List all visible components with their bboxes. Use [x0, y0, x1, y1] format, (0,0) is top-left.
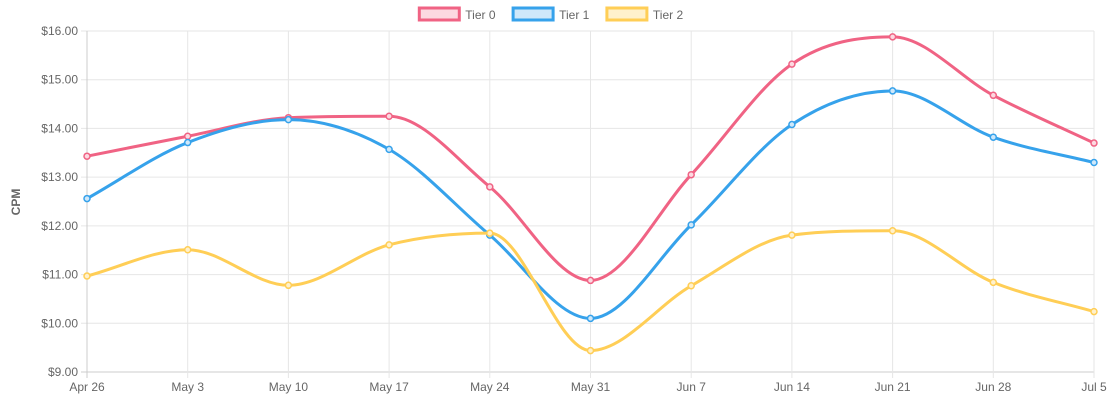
legend-swatch-tier-0: [417, 6, 461, 22]
data-point-tier-1[interactable]: [385, 145, 393, 154]
x-tick-label: May 3: [171, 380, 204, 394]
data-point-tier-1[interactable]: [83, 194, 91, 203]
legend-item-tier-1[interactable]: Tier 1: [511, 6, 590, 22]
data-point-tier-1[interactable]: [1090, 158, 1098, 167]
x-tick-label: Apr 26: [69, 380, 105, 394]
series-tier-2: [83, 226, 1098, 355]
data-point-tier-2[interactable]: [1090, 307, 1098, 316]
data-point-tier-1[interactable]: [989, 133, 998, 141]
data-point-tier-0[interactable]: [83, 152, 91, 160]
legend-swatch-tier-1: [511, 6, 555, 22]
data-point-tier-2[interactable]: [284, 281, 293, 290]
legend[interactable]: Tier 0 Tier 1 Tier 2: [417, 6, 684, 22]
x-tick-label: Jun 28: [975, 380, 1011, 394]
data-point-tier-2[interactable]: [586, 346, 595, 355]
x-tick-label: Jun 21: [875, 380, 911, 394]
data-point-tier-1[interactable]: [687, 221, 695, 229]
x-tick-label: Jun 7: [677, 380, 707, 394]
y-tick-label: $9.00: [48, 365, 78, 379]
y-tick-label: $14.00: [41, 121, 78, 135]
axes: $9.00 $10.00 $11.00 $12.00 $13.00 $14.00 $15.0…: [41, 24, 1107, 394]
x-tick-label: Jun 14: [774, 380, 810, 394]
data-point-tier-1[interactable]: [788, 120, 796, 129]
data-point-tier-0[interactable]: [788, 60, 796, 68]
data-point-tier-0[interactable]: [1090, 139, 1098, 147]
legend-label-tier-2: Tier 2: [653, 8, 684, 22]
x-tick-label: May 31: [571, 380, 611, 394]
data-point-tier-0[interactable]: [989, 91, 998, 100]
x-tick-label: May 10: [269, 380, 309, 394]
data-point-tier-0[interactable]: [687, 170, 695, 179]
y-axis-title: CPM: [9, 189, 23, 216]
data-point-tier-2[interactable]: [788, 231, 796, 239]
data-point-tier-2[interactable]: [183, 245, 192, 254]
data-point-tier-0[interactable]: [586, 276, 595, 285]
series-lines: [83, 33, 1098, 355]
data-point-tier-1[interactable]: [586, 314, 595, 323]
series-tier-1: [83, 87, 1098, 323]
y-tick-label: $12.00: [41, 219, 78, 233]
data-point-tier-1[interactable]: [183, 138, 192, 147]
data-point-tier-0[interactable]: [385, 112, 393, 120]
legend-label-tier-0: Tier 0: [465, 8, 496, 22]
data-point-tier-2[interactable]: [83, 272, 91, 280]
data-point-tier-0[interactable]: [486, 183, 494, 191]
y-tick-label: $15.00: [41, 73, 78, 87]
data-point-tier-0[interactable]: [183, 132, 192, 140]
data-point-tier-2[interactable]: [486, 229, 494, 237]
y-tick-label: $13.00: [41, 170, 78, 184]
grid: [81, 30, 1095, 378]
x-tick-label: May 17: [369, 380, 409, 394]
legend-item-tier-2[interactable]: Tier 2: [605, 6, 684, 22]
legend-item-tier-0[interactable]: Tier 0: [417, 6, 496, 22]
legend-label-tier-1: Tier 1: [559, 8, 590, 22]
data-point-tier-1[interactable]: [284, 115, 293, 124]
y-tick-label: $16.00: [41, 24, 78, 38]
data-point-tier-2[interactable]: [385, 241, 393, 249]
x-tick-label: Jul 5: [1081, 380, 1107, 394]
data-point-tier-0[interactable]: [888, 33, 897, 41]
data-point-tier-2[interactable]: [687, 282, 695, 290]
y-tick-label: $11.00: [42, 268, 78, 282]
legend-swatch-tier-2: [605, 6, 649, 22]
data-point-tier-2[interactable]: [888, 226, 897, 235]
data-point-tier-1[interactable]: [888, 87, 897, 95]
y-tick-label: $10.00: [41, 316, 78, 330]
x-tick-label: May 24: [470, 380, 510, 394]
data-point-tier-2[interactable]: [989, 278, 998, 287]
